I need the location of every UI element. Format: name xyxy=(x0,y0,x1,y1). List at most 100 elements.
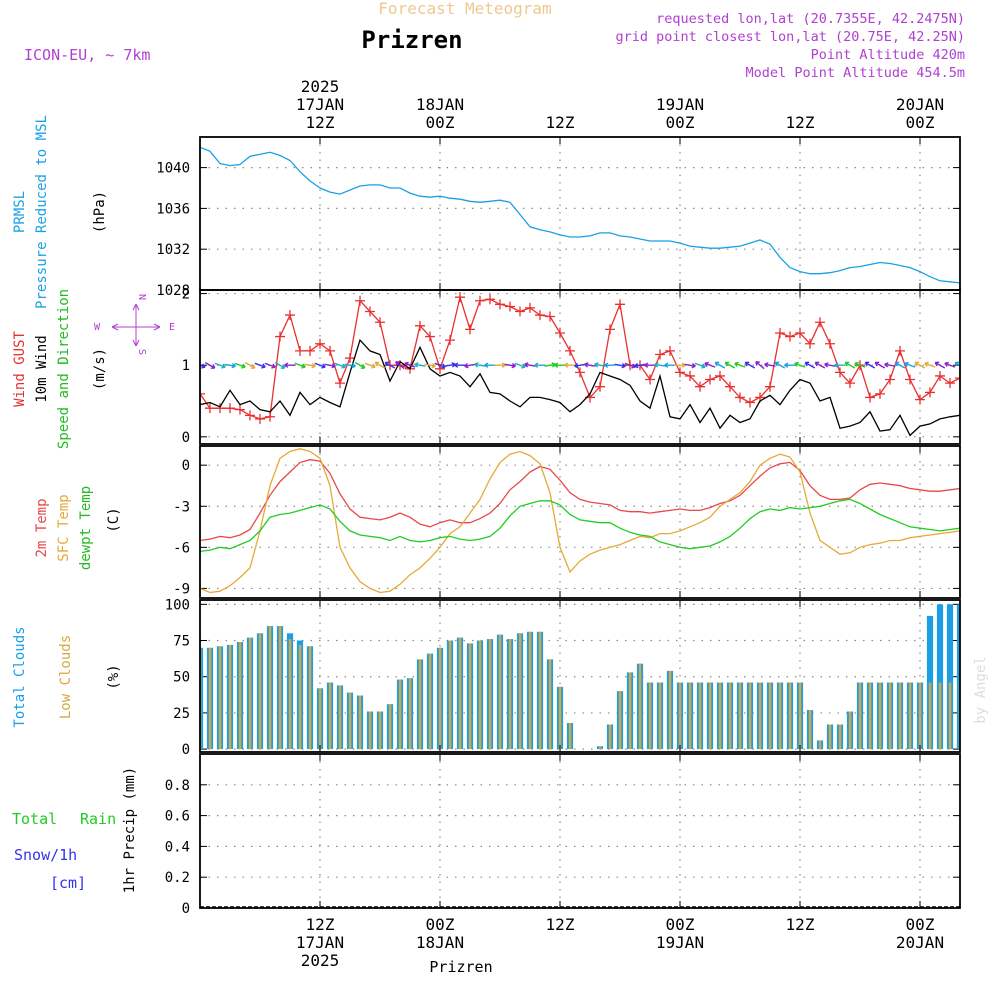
wind-direction-arrow xyxy=(374,361,386,369)
gust-marker xyxy=(795,327,805,338)
wind-direction-arrow xyxy=(574,362,586,369)
low-cloud-bar xyxy=(328,682,332,750)
gust-marker xyxy=(535,310,545,321)
panel-plot xyxy=(200,146,960,284)
low-cloud-bar xyxy=(568,723,572,750)
gust-label: Wind GUST xyxy=(12,331,28,407)
low-cloud-bar xyxy=(928,682,932,750)
wind-direction-arrow xyxy=(354,361,366,369)
compass-s: S xyxy=(136,349,147,355)
gust-marker xyxy=(495,299,505,310)
gust-marker xyxy=(735,392,745,403)
dewpt-label: dewpt Temp xyxy=(78,486,94,570)
low-cloud-bar xyxy=(818,740,822,750)
wind-direction-arrow xyxy=(454,362,466,368)
low-cloud-bar xyxy=(708,682,712,750)
gust-marker xyxy=(475,295,485,306)
wind-direction-arrow xyxy=(564,362,576,368)
gust-marker xyxy=(375,317,385,328)
wind-direction-arrow xyxy=(534,362,546,368)
gust-marker xyxy=(865,392,875,403)
low-cloud-bar xyxy=(338,685,342,750)
low-cloud-bar xyxy=(238,642,242,750)
wind-direction-arrow xyxy=(464,362,476,369)
cloud-unit: (%) xyxy=(106,664,122,689)
wind-direction-arrow xyxy=(714,361,726,369)
bottom-hour-label: 12Z xyxy=(306,915,335,934)
gust-marker xyxy=(685,370,695,381)
low-cloud-bar xyxy=(218,646,222,750)
y-tick-label: -3 xyxy=(173,499,190,515)
top-hour-label: 00Z xyxy=(906,113,935,132)
low-cloud-bar xyxy=(828,724,832,750)
gust-marker xyxy=(345,353,355,364)
temp2m-label: 2m Temp xyxy=(34,498,50,557)
gust-marker xyxy=(885,374,895,385)
wind-direction-arrow xyxy=(284,362,296,368)
wind-direction-arrow xyxy=(504,362,516,369)
wind-direction-arrow xyxy=(604,362,616,368)
gust-marker xyxy=(245,410,255,421)
gust-marker xyxy=(505,301,515,312)
precip-panel: 0 0.2 0.4 0.6 0.8 xyxy=(165,753,961,917)
gust-marker xyxy=(515,306,525,317)
low-cloud-bar xyxy=(418,659,422,750)
wind-direction-arrow xyxy=(224,362,236,369)
top-hour-label: 00Z xyxy=(666,113,695,132)
y-tick-label: -6 xyxy=(173,540,190,556)
low-cloud-bar xyxy=(388,704,392,750)
gust-marker xyxy=(875,388,885,399)
wind-direction-arrow xyxy=(344,362,356,369)
sfctemp-label: SFC Temp xyxy=(56,494,72,561)
compass-arrow-n xyxy=(132,303,140,311)
low-cloud-bar xyxy=(638,663,642,750)
series-line-sfc-temp xyxy=(200,448,960,594)
panel-plot xyxy=(200,604,960,750)
gust-marker xyxy=(745,397,755,408)
low-cloud-bar xyxy=(278,626,282,750)
low-cloud-bar xyxy=(778,682,782,750)
low-cloud-bar xyxy=(598,746,602,750)
series-line-wind-gust xyxy=(200,294,960,420)
wind-direction-arrow xyxy=(844,361,856,369)
low-cloud-bar xyxy=(748,682,752,750)
low-cloud-bar xyxy=(738,682,742,750)
wind-direction-arrow xyxy=(894,361,906,369)
model-label: ICON-EU, ~ 7km xyxy=(24,46,150,64)
total-cloud-bar xyxy=(200,647,204,750)
wind-direction-arrow xyxy=(874,361,886,369)
gust-marker xyxy=(645,374,655,385)
top-date-label: 19JAN xyxy=(656,95,704,114)
low-cloud-bar xyxy=(308,646,312,750)
compass-arrow-s xyxy=(132,339,140,347)
bottom-year-label: 2025 xyxy=(301,951,340,970)
wind-direction-arrow xyxy=(694,362,706,369)
low-cloud-bar xyxy=(658,682,662,750)
total-cloud-bar xyxy=(936,604,944,750)
low-cloud-bar xyxy=(628,672,632,750)
series-line-10m-wind xyxy=(200,338,960,437)
panel-frame xyxy=(199,136,961,291)
gust-marker xyxy=(225,403,235,414)
compass-arrow-w xyxy=(111,323,119,331)
low-cloud-bar xyxy=(888,682,892,750)
wind-direction-arrow xyxy=(214,362,226,369)
bottom-hour-label: 00Z xyxy=(426,915,455,934)
low-cloud-bar xyxy=(378,711,382,750)
top-date-label: 17JAN xyxy=(296,95,344,114)
gust-marker xyxy=(775,327,785,338)
wind-direction-arrow xyxy=(314,362,326,369)
series-line-2m-temp xyxy=(200,459,960,542)
gust-marker xyxy=(895,345,905,356)
panel-frame xyxy=(199,289,961,445)
gust-marker xyxy=(545,311,555,322)
y-tick-label: 0 xyxy=(182,742,190,758)
low-cloud-bar xyxy=(918,682,922,750)
top-date-label: 18JAN xyxy=(416,95,464,114)
low-cloud-bar xyxy=(678,682,682,750)
gust-marker xyxy=(335,378,345,389)
wind-direction-arrow xyxy=(524,362,536,368)
y-tick-label: 1036 xyxy=(156,201,190,217)
gust-marker xyxy=(465,324,475,335)
